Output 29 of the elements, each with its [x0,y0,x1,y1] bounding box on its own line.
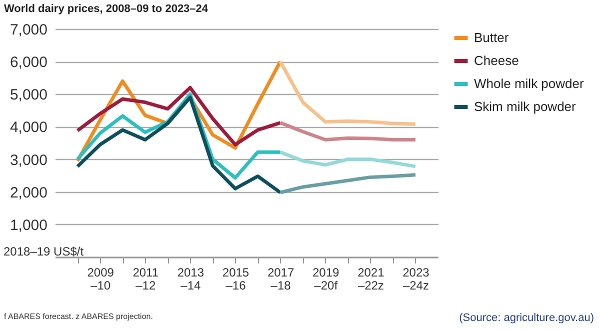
x-tick-label: 2015 –16 [222,266,250,292]
line-series [278,173,418,194]
x-tick-label: 2017 –18 [267,266,294,292]
line-series [278,150,418,168]
chart-title: World dairy prices, 2008–09 to 2023–24 [4,3,208,15]
line-series [76,96,282,194]
y-tick-label: 5,000 [10,86,48,104]
legend-label: Skim milk powder [474,99,577,114]
x-tick-label: 2011 –12 [132,266,159,292]
line-series [76,86,282,146]
y-tick-label: 7,000 [10,22,48,38]
x-tick-label: 2019 –20f [312,266,340,292]
x-tick-label: 2023 –24z [402,266,430,292]
text: f ABARES forecast. z ABARES projection. [4,312,153,321]
line-series [278,121,418,142]
y-tick-label: 1,000 [10,216,48,234]
y-tick-label: 4,000 [10,119,48,136]
line-series [278,60,418,126]
y-tick-label: 6,000 [10,54,48,72]
legend-label: Butter [474,30,510,45]
x-tick-label: 2009 –10 [87,266,114,292]
x-tick-label: 2021 –22z [358,266,385,292]
y-axis-title: 2018–19 US$/t [4,244,84,258]
y-tick-label: 2,000 [10,184,48,202]
text: (Source: agriculture.gov.au) [459,312,594,324]
legend-label: Cheese [474,53,519,68]
x-tick-label: 2013 –14 [177,266,204,292]
y-tick-label: 3,000 [10,152,48,169]
legend-label: Whole milk powder [474,76,584,91]
